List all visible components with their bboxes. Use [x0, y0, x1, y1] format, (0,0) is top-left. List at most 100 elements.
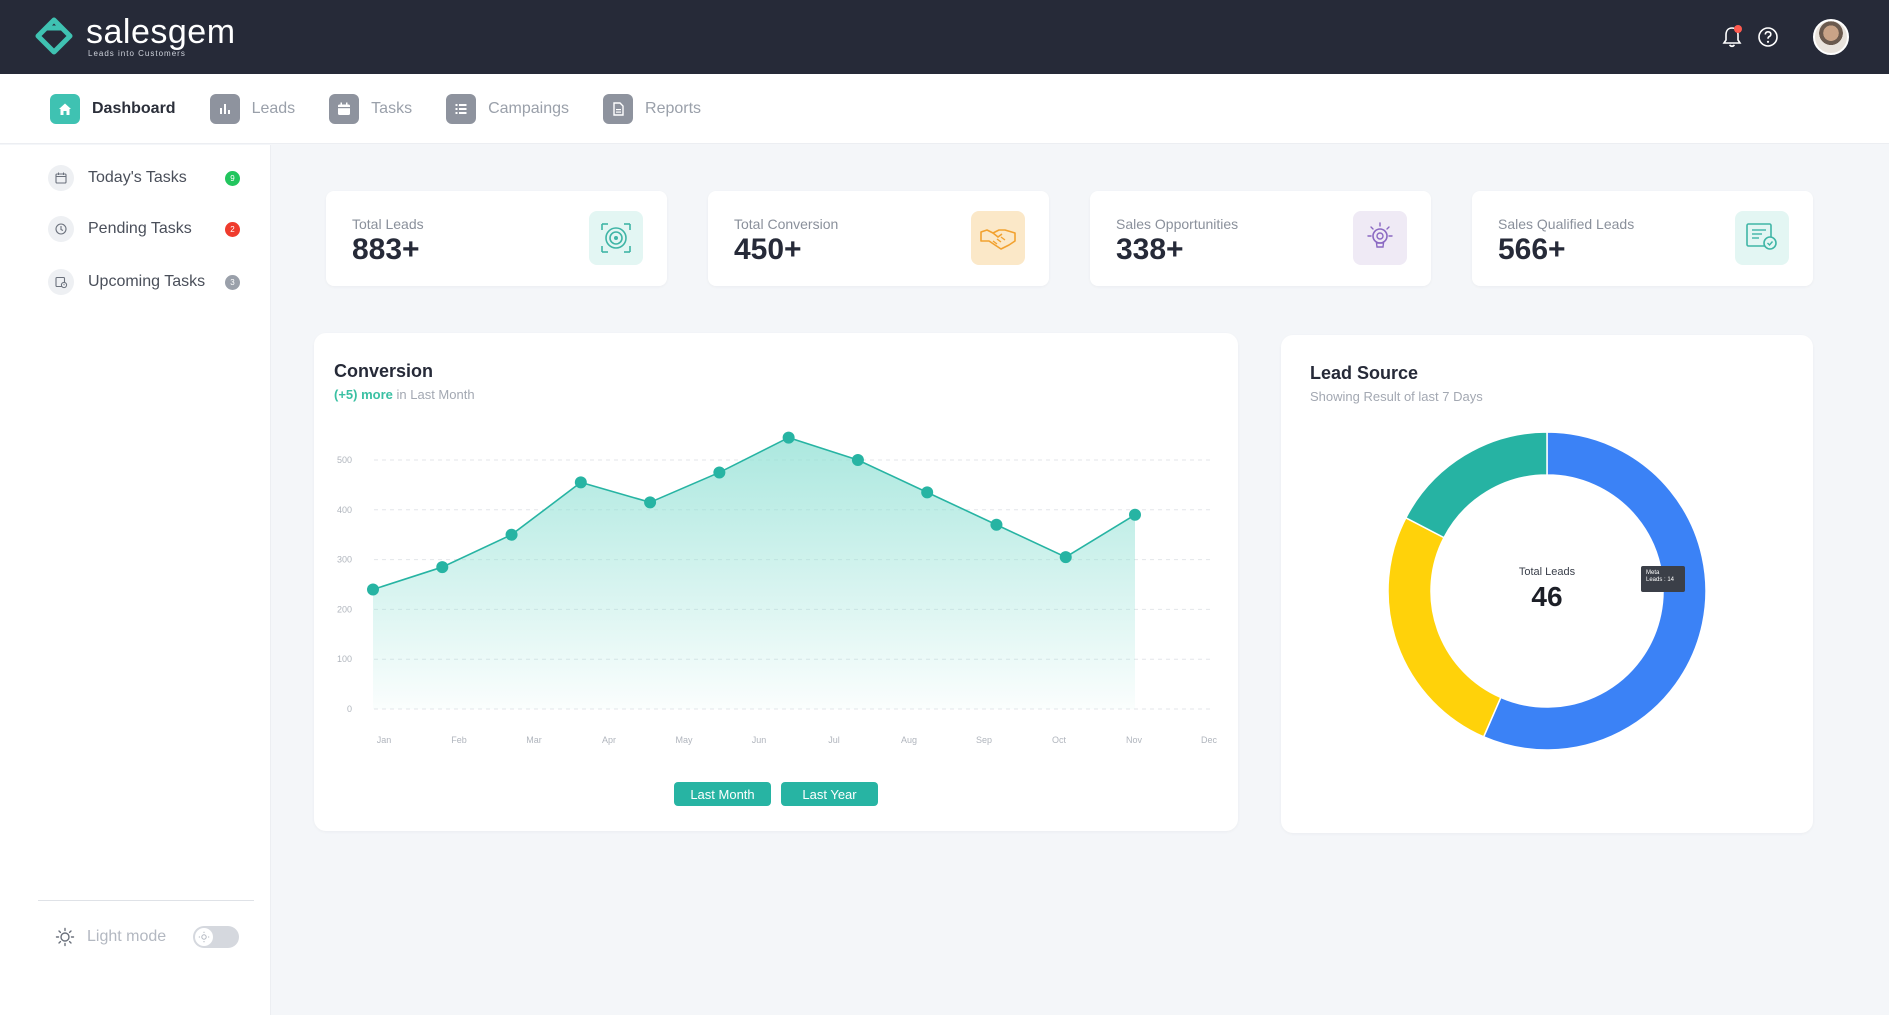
tab-reports[interactable]: Reports	[603, 93, 702, 124]
x-tick-label: Apr	[602, 735, 616, 745]
sun-icon	[55, 927, 75, 947]
list-icon	[446, 93, 477, 124]
data-point	[574, 476, 587, 489]
y-tick-label: 100	[337, 654, 352, 664]
x-tick-label: Aug	[901, 735, 917, 745]
last-month-button[interactable]: Last Month	[674, 782, 771, 806]
x-tick-label: Mar	[526, 735, 542, 745]
handshake-icon	[971, 211, 1025, 265]
brand-name: salesgem	[86, 12, 236, 51]
notifications-button[interactable]	[1719, 24, 1745, 50]
help-button[interactable]	[1755, 24, 1781, 50]
stat-label: Sales Qualified Leads	[1498, 216, 1635, 232]
panel-title: Lead Source	[1310, 363, 1419, 383]
tooltip-title: Meta	[1646, 570, 1660, 576]
sidebar-item-upcoming-tasks[interactable]: Upcoming Tasks 3	[48, 269, 248, 295]
user-avatar[interactable]	[1813, 19, 1849, 55]
stat-card-sales-qualified-leads[interactable]: Sales Qualified Leads 566+	[1472, 191, 1813, 286]
calendar-icon	[48, 165, 74, 191]
x-tick-label: Nov	[1126, 735, 1143, 745]
tab-dashboard[interactable]: Dashboard	[50, 93, 176, 124]
data-point	[436, 561, 449, 574]
document-icon	[603, 93, 634, 124]
calendar-icon	[329, 93, 360, 124]
lead-source-panel: Lead Source Showing Result of last 7 Day…	[1281, 335, 1813, 833]
chart-tooltip: Meta Leads : 14	[1641, 566, 1685, 592]
series-line	[372, 436, 1136, 591]
data-point	[644, 496, 657, 509]
stat-label: Total Conversion	[734, 216, 839, 232]
data-point	[851, 454, 864, 466]
task-count-badge: 2	[225, 221, 240, 237]
top-bar: salesgem Leads into Customers	[0, 0, 1889, 74]
panel-subtitle: (+5) more in Last Month	[334, 387, 475, 402]
x-tick-label: Feb	[451, 735, 467, 745]
main-tabs: Dashboard Leads Tasks Campaings Reports	[0, 74, 1889, 144]
sidebar: Today's Tasks 9 Pending Tasks 2 Upcoming…	[0, 145, 271, 1015]
y-tick-label: 0	[347, 704, 352, 714]
y-tick-label: 400	[337, 505, 352, 515]
home-icon	[50, 93, 80, 124]
data-point	[921, 486, 934, 499]
tooltip-value: Leads : 14	[1646, 577, 1675, 583]
conversion-panel: Conversion (+5) more in Last Month 0 100 2…	[314, 333, 1238, 831]
tab-label: Campaings	[488, 99, 570, 117]
diamond-logo-icon	[35, 17, 73, 55]
last-year-button[interactable]: Last Year	[781, 782, 878, 806]
donut-center-label: Total Leads	[1518, 566, 1576, 578]
stat-card-total-leads[interactable]: Total Leads 883+	[326, 191, 667, 286]
sidebar-item-todays-tasks[interactable]: Today's Tasks 9	[48, 165, 248, 191]
sun-small-icon	[198, 931, 210, 943]
stat-card-sales-opportunities[interactable]: Sales Opportunities 338+	[1090, 191, 1431, 286]
bar-chart-icon	[209, 93, 240, 124]
tab-tasks[interactable]: Tasks	[329, 93, 413, 124]
tab-label: Reports	[645, 99, 702, 117]
x-tick-label: May	[675, 735, 693, 745]
conversion-area-chart: 0 100 200 300 400 500 Jan Feb Mar Apr May Jun Jul Aug…	[337, 431, 1218, 745]
tab-campaigns[interactable]: Campaings	[446, 93, 570, 124]
stat-value: 566+	[1498, 233, 1566, 266]
data-point	[990, 518, 1003, 531]
subtitle-highlight: (+5) more	[334, 387, 393, 402]
light-mode-toggle[interactable]	[193, 926, 239, 948]
brand-tagline: Leads into Customers	[88, 48, 186, 58]
toggle-knob	[195, 928, 213, 946]
tab-leads[interactable]: Leads	[209, 93, 296, 124]
light-mode-setting: Light mode	[55, 926, 239, 948]
tab-label: Tasks	[371, 99, 413, 117]
help-icon	[1758, 27, 1778, 47]
lightbulb-icon	[1353, 211, 1407, 265]
donut-slice	[1387, 516, 1502, 738]
x-tick-label: Oct	[1052, 735, 1067, 745]
sidebar-divider	[38, 900, 254, 901]
area-fill	[373, 437, 1135, 709]
y-tick-label: 300	[337, 555, 352, 565]
data-point	[713, 466, 726, 479]
tab-label: Dashboard	[92, 99, 176, 117]
stat-value: 450+	[734, 233, 802, 266]
data-point	[505, 528, 518, 541]
panel-title: Conversion	[334, 361, 434, 381]
tab-label: Leads	[251, 99, 296, 117]
y-tick-label: 200	[337, 604, 352, 614]
donut-slice	[1482, 431, 1707, 751]
data-point	[1059, 551, 1072, 564]
sidebar-item-label: Upcoming Tasks	[88, 273, 206, 290]
upcoming-icon	[48, 269, 74, 295]
lead-source-donut-chart	[1387, 431, 1707, 751]
panel-subtitle: Showing Result of last 7 Days	[1310, 389, 1483, 404]
x-tick-label: Jan	[377, 735, 392, 745]
stat-value: 338+	[1116, 233, 1184, 266]
sidebar-item-pending-tasks[interactable]: Pending Tasks 2	[48, 216, 248, 242]
task-count-badge: 3	[225, 274, 240, 290]
brand-logo[interactable]: salesgem Leads into Customers	[30, 14, 236, 60]
target-icon	[589, 211, 643, 265]
stat-card-total-conversion[interactable]: Total Conversion 450+	[708, 191, 1049, 286]
certificate-icon	[1735, 211, 1789, 265]
x-tick-label: Dec	[1201, 735, 1218, 745]
y-tick-label: 500	[337, 455, 352, 465]
notification-dot	[1734, 25, 1742, 33]
x-tick-label: Jul	[828, 735, 840, 745]
sidebar-item-label: Pending Tasks	[88, 220, 192, 237]
sidebar-item-label: Today's Tasks	[88, 169, 187, 186]
